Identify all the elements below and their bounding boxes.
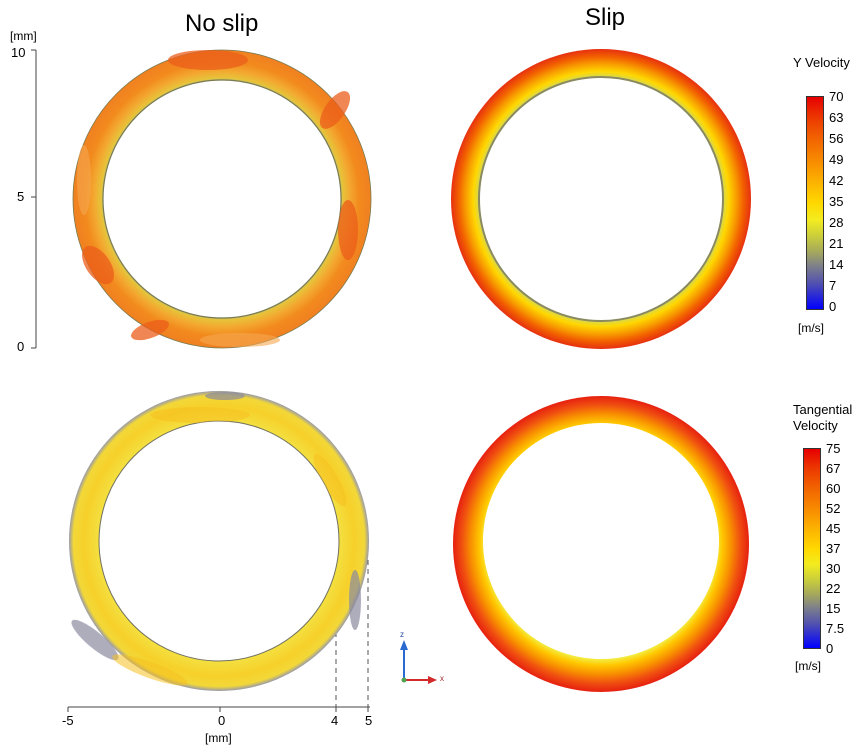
legend-bottom-title-1: Tangential xyxy=(793,402,853,417)
legend-top-label: 56 xyxy=(829,131,844,146)
ring-no-slip-y-velocity xyxy=(72,49,372,349)
ring-slip-y-velocity xyxy=(451,49,751,349)
legend-bottom-label: 52 xyxy=(826,501,841,516)
legend-top-colorbar xyxy=(806,96,824,310)
legend-top-title: Y Velocity xyxy=(793,55,850,70)
y-tick-5: 5 xyxy=(17,189,25,204)
y-axis-line xyxy=(31,49,37,349)
legend-top-label: 0 xyxy=(829,299,837,314)
legend-bottom-label: 67 xyxy=(826,461,841,476)
legend-bottom-labels: 75 67 60 52 45 37 30 22 15 7.5 0 xyxy=(826,441,857,656)
y-axis-unit: [mm] xyxy=(10,29,37,43)
x-tick-0: 0 xyxy=(218,713,226,728)
legend-top-label: 35 xyxy=(829,194,844,209)
title-slip: Slip xyxy=(585,4,626,31)
legend-bottom-label: 45 xyxy=(826,521,841,536)
legend-bottom-colorbar xyxy=(803,448,821,649)
ring-slip-tangential-velocity xyxy=(453,396,749,692)
legend-bottom-label: 22 xyxy=(826,581,841,596)
legend-top-label: 63 xyxy=(829,110,844,125)
y-tick-10: 10 xyxy=(11,45,26,60)
title-no-slip: No slip xyxy=(185,10,259,37)
x-axis-unit: [mm] xyxy=(205,731,232,745)
legend-top-label: 14 xyxy=(829,257,844,272)
dashed-guides xyxy=(335,560,369,707)
legend-bottom-label: 7.5 xyxy=(826,621,845,636)
legend-bottom-unit: [m/s] xyxy=(795,659,821,673)
legend-top-unit: [m/s] xyxy=(798,321,824,335)
legend-bottom-label: 15 xyxy=(826,601,841,616)
legend-bottom-title-2: Velocity xyxy=(793,418,838,433)
legend-top-labels: 70 63 56 49 42 35 28 21 14 7 0 xyxy=(829,89,857,315)
triad-label-x: x xyxy=(440,674,444,683)
legend-top-label: 21 xyxy=(829,236,844,251)
legend-top-label: 49 xyxy=(829,152,844,167)
x-tick-5: 5 xyxy=(365,713,373,728)
legend-top-label: 28 xyxy=(829,215,844,230)
y-tick-0: 0 xyxy=(17,339,25,354)
legend-top-label: 7 xyxy=(829,278,837,293)
triad-label-z: z xyxy=(400,630,404,639)
x-tick-minus5: -5 xyxy=(62,713,74,728)
legend-bottom-label: 60 xyxy=(826,481,841,496)
axis-triad xyxy=(400,640,437,684)
ring-no-slip-tangential-velocity xyxy=(69,391,369,691)
x-tick-4: 4 xyxy=(331,713,339,728)
legend-bottom-label: 30 xyxy=(826,561,841,576)
legend-bottom-label: 75 xyxy=(826,441,841,456)
legend-bottom-label: 37 xyxy=(826,541,841,556)
legend-top-label: 70 xyxy=(829,89,844,104)
legend-bottom-label: 0 xyxy=(826,641,834,656)
legend-top-label: 42 xyxy=(829,173,844,188)
x-axis-line xyxy=(67,706,370,712)
